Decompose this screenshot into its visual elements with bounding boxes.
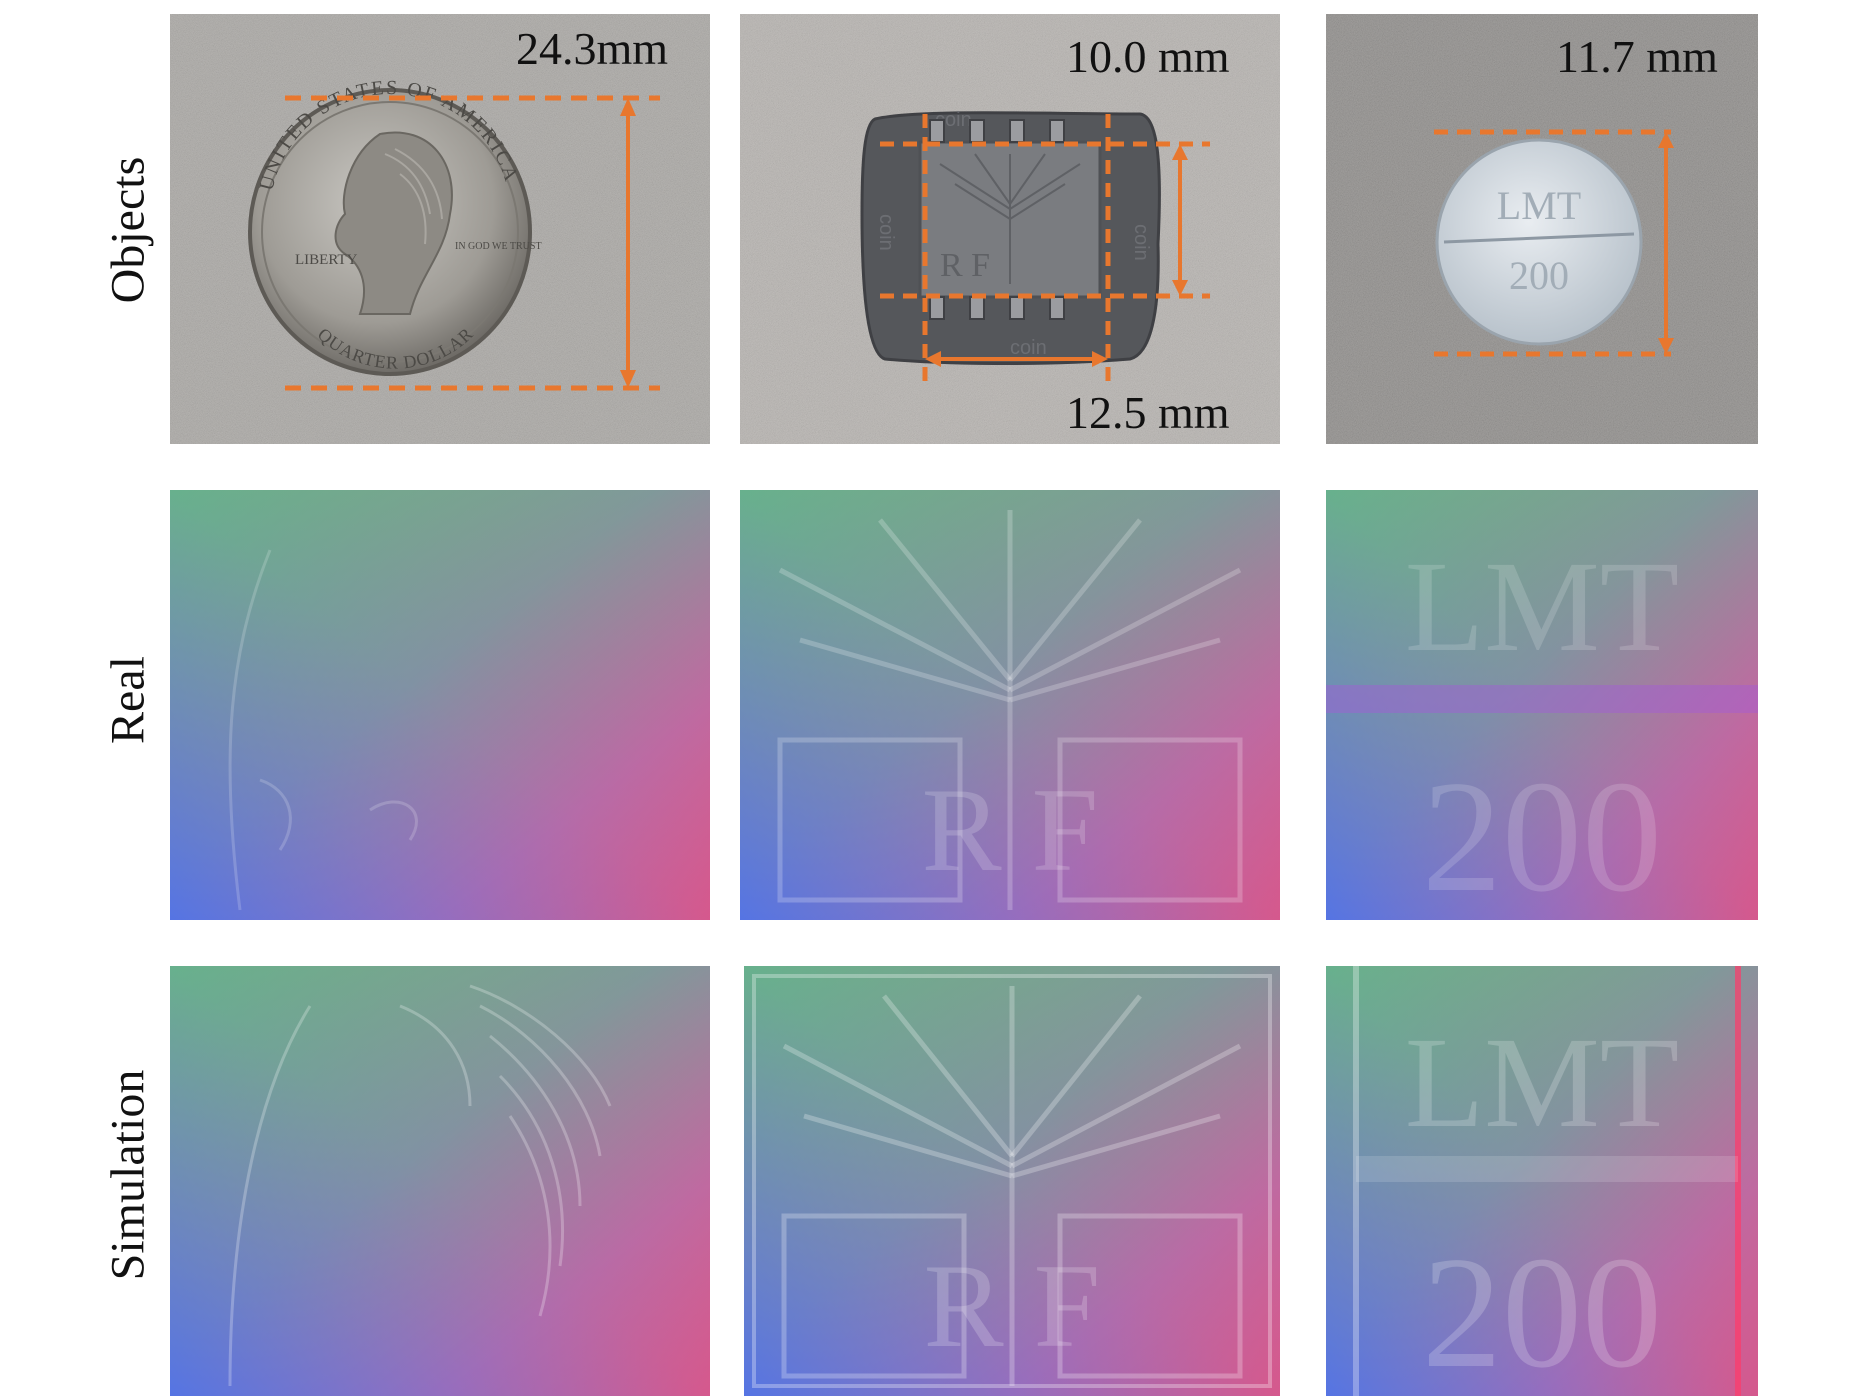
sim-chip-letters: R F <box>924 1239 1101 1372</box>
chip-plate-label-bottom: coin <box>1010 337 1047 359</box>
chip-dimension-height-label: 10.0 mm <box>1066 31 1230 82</box>
coin-dimension-lines <box>285 95 660 391</box>
chip-dimension-lines <box>880 114 1210 384</box>
chip-dimension-width-label: 12.5 mm <box>1066 387 1230 438</box>
pill-dimension-lines <box>1434 129 1671 357</box>
pill-dimension-label: 11.7 mm <box>1556 31 1718 82</box>
pill-photo: LMT 200 <box>1326 14 1758 444</box>
sim-pill-line2: 200 <box>1422 1223 1662 1396</box>
real-pill-panel: LMT 200 <box>1326 490 1758 920</box>
row-label-real: Real <box>101 656 155 744</box>
coin-text-liberty: LIBERTY <box>295 252 358 268</box>
coin-photo: UNITED STATES OF AMERICA LIBERTY IN GOD … <box>170 14 710 444</box>
chip-body-letters: R F <box>940 247 990 284</box>
chip-plate-label-left: coin <box>875 214 897 251</box>
real-chip-panel: R F <box>740 490 1280 920</box>
pill-text-line1: LMT <box>1497 183 1581 228</box>
sim-pill-panel: LMT 200 <box>1326 966 1758 1396</box>
coin-text-motto: IN GOD WE TRUST <box>455 241 542 252</box>
real-chip-letters: R F <box>922 763 1099 896</box>
pill-text-line2: 200 <box>1509 253 1569 298</box>
chip-photo: coin coin coin coin R F <box>740 14 1280 444</box>
sim-coin-panel <box>170 966 710 1396</box>
coin-dimension-label: 24.3mm <box>516 23 669 74</box>
pill-dimension-arrow <box>1658 132 1674 354</box>
chip-dimension-arrows <box>925 144 1188 367</box>
row-label-objects: Objects <box>101 156 155 304</box>
real-pill-line1: LMT <box>1405 535 1679 679</box>
row-label-simulation: Simulation <box>101 1069 155 1281</box>
real-pill-line2: 200 <box>1422 747 1662 920</box>
chip-plate-label-right: coin <box>1130 224 1152 261</box>
sim-chip-panel: R F <box>744 966 1280 1396</box>
real-coin-panel <box>170 490 710 920</box>
coin-dimension-arrow <box>620 98 636 388</box>
sim-pill-line1: LMT <box>1405 1011 1679 1155</box>
